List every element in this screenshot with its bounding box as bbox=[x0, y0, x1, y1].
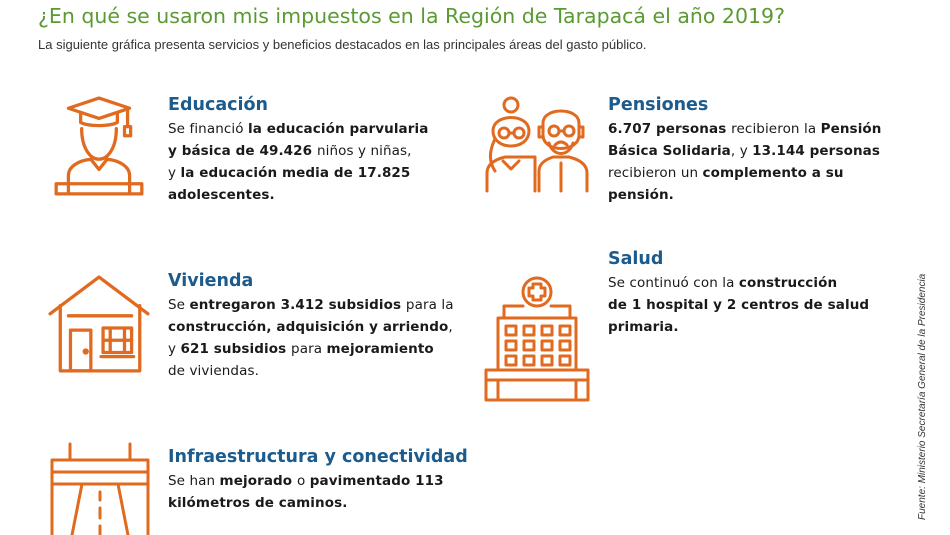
road-bridge-icon bbox=[46, 442, 154, 535]
section-body-salud: Se continuó con la construcción de 1 hosp… bbox=[608, 272, 908, 338]
section-title-infraestructura: Infraestructura y conectividad bbox=[168, 447, 468, 467]
text-run: , y bbox=[730, 143, 753, 159]
text-run: Se han bbox=[168, 473, 220, 489]
graduate-icon bbox=[48, 96, 150, 198]
bold-text-run: Básica Solidaria bbox=[608, 143, 731, 159]
bold-text-run: adolescentes. bbox=[168, 187, 275, 203]
hospital-icon bbox=[482, 272, 592, 404]
text-run: recibieron la bbox=[731, 121, 821, 137]
section-educacion: Educación Se financió la educación parvu… bbox=[168, 94, 458, 206]
section-body-pensiones: 6.707 personas recibieron la Pensión Bási… bbox=[608, 118, 908, 206]
section-title-educacion: Educación bbox=[168, 95, 268, 115]
text-run: Se bbox=[168, 297, 190, 313]
bold-text-run: pavimentado 113 bbox=[309, 473, 444, 489]
bold-text-run: Pensión bbox=[820, 121, 882, 137]
text-run: de viviendas. bbox=[168, 363, 259, 379]
section-body-educacion: Se financió la educación parvularia y bás… bbox=[168, 118, 458, 206]
bold-text-run: 6.707 personas bbox=[608, 121, 732, 137]
bold-text-run: mejorado bbox=[219, 473, 297, 489]
section-title-vivienda: Vivienda bbox=[168, 271, 254, 291]
text-run: para bbox=[291, 341, 327, 357]
text-run: o bbox=[296, 473, 310, 489]
section-title-salud: Salud bbox=[608, 249, 664, 269]
house-icon bbox=[46, 275, 152, 377]
text-run: para la bbox=[405, 297, 454, 313]
bold-text-run: kilómetros de caminos. bbox=[168, 495, 348, 511]
text-run: y bbox=[168, 341, 181, 357]
bold-text-run: entregaron 3.412 subsidios bbox=[189, 297, 406, 313]
bold-text-run: complemento a su bbox=[702, 165, 844, 181]
bold-text-run: y básica de 49.426 bbox=[168, 143, 317, 159]
section-title-pensiones: Pensiones bbox=[608, 95, 709, 115]
text-run: , bbox=[448, 319, 453, 335]
bold-text-run: pensión. bbox=[608, 187, 674, 203]
source-credit: Fuente: Ministerio Secretaría General de… bbox=[917, 273, 928, 520]
bold-text-run: 621 subsidios bbox=[180, 341, 292, 357]
text-run: y bbox=[168, 165, 181, 181]
page-title: ¿En qué se usaron mis impuestos en la Re… bbox=[38, 4, 785, 28]
text-run: Se continuó con la bbox=[608, 275, 739, 291]
text-run: niños y niñas, bbox=[316, 143, 412, 159]
section-vivienda: Vivienda Se entregaron 3.412 subsidios p… bbox=[168, 270, 468, 382]
bold-text-run: primaria. bbox=[608, 319, 679, 335]
section-body-infraestructura: Se han mejorado o pavimentado 113 kilómet… bbox=[168, 470, 468, 514]
section-salud: Salud Se continuó con la construcción de … bbox=[608, 248, 908, 338]
bold-text-run: construcción bbox=[738, 275, 838, 291]
text-run: Se financió bbox=[168, 121, 248, 137]
text-run: recibieron un bbox=[608, 165, 703, 181]
section-infraestructura: Infraestructura y conectividad Se han me… bbox=[168, 446, 468, 514]
bold-text-run: mejoramiento bbox=[326, 341, 434, 357]
elderly-couple-icon bbox=[483, 95, 591, 193]
bold-text-run: la educación media de 17.825 bbox=[180, 165, 411, 181]
bold-text-run: construcción, adquisición y arriendo bbox=[168, 319, 449, 335]
bold-text-run: de 1 hospital y 2 centros de salud bbox=[608, 297, 870, 313]
bold-text-run: la educación parvularia bbox=[247, 121, 429, 137]
section-pensiones: Pensiones 6.707 personas recibieron la P… bbox=[608, 94, 908, 206]
bold-text-run: 13.144 personas bbox=[752, 143, 881, 159]
page-subtitle: La siguiente gráfica presenta servicios … bbox=[38, 37, 647, 52]
section-body-vivienda: Se entregaron 3.412 subsidios para la con… bbox=[168, 294, 468, 382]
